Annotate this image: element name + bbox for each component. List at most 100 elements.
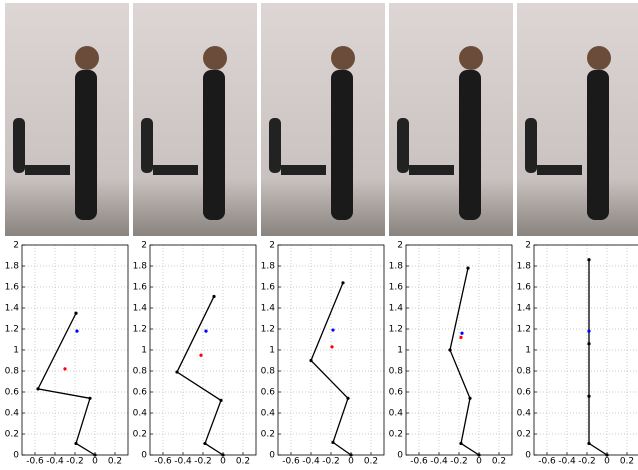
x-tick-label: -0.2 bbox=[194, 457, 212, 467]
stick-figure bbox=[589, 260, 607, 455]
marker bbox=[587, 330, 590, 333]
y-tick-label: 0.6 bbox=[5, 388, 20, 398]
y-tick-label: 1.4 bbox=[517, 304, 532, 314]
x-tick-label: 0.2 bbox=[236, 457, 250, 467]
x-tick-label: -0.6 bbox=[282, 457, 300, 467]
y-tick-label: 2 bbox=[269, 241, 275, 251]
photo bbox=[389, 3, 513, 236]
y-tick-label: 0.6 bbox=[133, 388, 148, 398]
joint bbox=[341, 281, 344, 284]
joint bbox=[309, 359, 312, 362]
y-tick-label: 1.8 bbox=[133, 262, 148, 272]
y-tick-label: 1 bbox=[269, 346, 275, 356]
x-tick-label: 0.2 bbox=[620, 457, 634, 467]
x-tick-label: 0 bbox=[476, 457, 482, 467]
person bbox=[331, 70, 353, 220]
head bbox=[75, 46, 99, 70]
y-tick-label: 1.2 bbox=[5, 325, 19, 335]
y-tick-label: 0.4 bbox=[261, 409, 276, 419]
y-tick-label: 0.8 bbox=[133, 367, 148, 377]
chair-seat bbox=[537, 165, 582, 175]
y-tick-label: 1.8 bbox=[5, 262, 20, 272]
y-tick-label: 1.2 bbox=[389, 325, 403, 335]
joint bbox=[587, 258, 590, 261]
y-tick-label: 1.8 bbox=[389, 262, 404, 272]
chair-seat bbox=[281, 165, 326, 175]
person bbox=[203, 70, 225, 220]
y-tick-label: 1.8 bbox=[517, 262, 532, 272]
x-tick-label: 0 bbox=[604, 457, 610, 467]
y-tick-label: 1.6 bbox=[5, 283, 20, 293]
joint bbox=[74, 312, 77, 315]
marker bbox=[199, 354, 202, 357]
joint bbox=[88, 397, 91, 400]
y-tick-label: 0.2 bbox=[389, 430, 403, 440]
marker bbox=[330, 345, 333, 348]
y-tick-label: 1.6 bbox=[133, 283, 148, 293]
joint bbox=[36, 387, 39, 390]
x-tick-label: -0.2 bbox=[450, 457, 468, 467]
joint bbox=[466, 267, 469, 270]
figure: 00.20.40.60.811.21.41.61.82-0.6-0.4-0.20… bbox=[0, 0, 638, 466]
joint bbox=[605, 453, 608, 456]
head bbox=[587, 46, 611, 70]
y-tick-label: 1.6 bbox=[389, 283, 404, 293]
marker bbox=[460, 332, 463, 335]
y-tick-label: 1.8 bbox=[261, 262, 276, 272]
x-tick-label: -0.6 bbox=[410, 457, 428, 467]
photo bbox=[133, 3, 257, 236]
y-tick-label: 1.4 bbox=[5, 304, 20, 314]
joint bbox=[212, 295, 215, 298]
y-tick-label: 0.8 bbox=[5, 367, 20, 377]
y-tick-label: 0 bbox=[269, 451, 275, 461]
y-tick-label: 1.4 bbox=[389, 304, 404, 314]
y-tick-label: 0.2 bbox=[261, 430, 275, 440]
y-tick-label: 0.4 bbox=[389, 409, 404, 419]
chair-back bbox=[397, 118, 409, 173]
joint bbox=[587, 342, 590, 345]
photo bbox=[261, 3, 385, 236]
y-tick-label: 0.8 bbox=[261, 367, 276, 377]
joint bbox=[203, 442, 206, 445]
photo-row bbox=[5, 3, 638, 236]
chair-seat bbox=[153, 165, 198, 175]
y-tick-label: 0.8 bbox=[389, 367, 404, 377]
y-tick-label: 0.6 bbox=[261, 388, 276, 398]
head bbox=[459, 46, 483, 70]
joint bbox=[448, 348, 451, 351]
x-tick-label: 0 bbox=[92, 457, 98, 467]
joint bbox=[221, 453, 224, 456]
marker bbox=[204, 330, 207, 333]
joint bbox=[468, 397, 471, 400]
y-tick-label: 0.2 bbox=[5, 430, 19, 440]
joint bbox=[459, 442, 462, 445]
y-tick-label: 1 bbox=[13, 346, 19, 356]
x-tick-label: -0.6 bbox=[538, 457, 556, 467]
y-tick-label: 0 bbox=[397, 451, 403, 461]
stick-figure bbox=[177, 296, 223, 455]
marker bbox=[75, 330, 78, 333]
x-tick-label: 0.2 bbox=[492, 457, 506, 467]
joint bbox=[349, 453, 352, 456]
marker bbox=[63, 367, 66, 370]
x-tick-label: -0.2 bbox=[322, 457, 340, 467]
x-tick-label: -0.6 bbox=[26, 457, 44, 467]
person bbox=[75, 70, 97, 220]
x-tick-label: 0.2 bbox=[364, 457, 378, 467]
y-tick-label: 1.4 bbox=[133, 304, 148, 314]
joint bbox=[74, 442, 77, 445]
x-tick-label: -0.4 bbox=[302, 457, 320, 467]
stick-figure bbox=[450, 268, 479, 455]
y-tick-label: 1.2 bbox=[133, 325, 147, 335]
y-tick-label: 1.2 bbox=[517, 325, 531, 335]
x-tick-label: -0.4 bbox=[430, 457, 448, 467]
y-tick-label: 1 bbox=[141, 346, 147, 356]
y-tick-label: 0.4 bbox=[5, 409, 20, 419]
y-tick-label: 0 bbox=[525, 451, 531, 461]
y-tick-label: 1.6 bbox=[517, 283, 532, 293]
x-tick-label: -0.4 bbox=[46, 457, 64, 467]
x-tick-label: -0.2 bbox=[578, 457, 596, 467]
marker bbox=[331, 328, 334, 331]
chair-seat bbox=[409, 165, 454, 175]
y-tick-label: 1.4 bbox=[261, 304, 276, 314]
